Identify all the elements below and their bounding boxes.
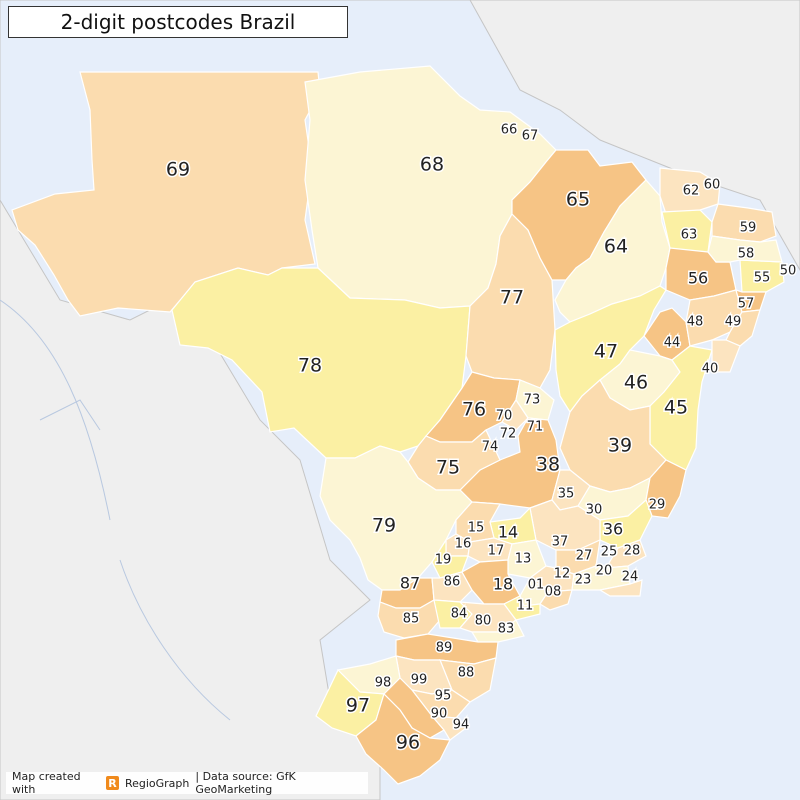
label-95: 95 (435, 689, 452, 704)
label-94: 94 (453, 718, 470, 733)
label-79: 79 (372, 515, 396, 537)
label-56: 56 (688, 269, 708, 288)
region-62[interactable] (659, 167, 721, 215)
label-99: 99 (411, 673, 428, 688)
label-20: 20 (596, 564, 613, 579)
region-20[interactable] (571, 565, 631, 591)
label-77: 77 (500, 287, 524, 309)
label-25: 25 (601, 545, 618, 560)
neighbor-land (0, 0, 800, 272)
label-28: 28 (624, 544, 641, 559)
label-80: 80 (475, 614, 492, 629)
label-66: 66 (501, 123, 518, 138)
label-68: 68 (420, 154, 444, 176)
label-12: 12 (554, 567, 571, 582)
credit-source: | Data source: GfK GeoMarketing (195, 770, 296, 796)
label-23: 23 (575, 573, 592, 588)
label-88: 88 (458, 666, 475, 681)
label-24: 24 (622, 570, 639, 585)
label-58: 58 (738, 247, 755, 262)
brazil-regions (11, 65, 785, 785)
label-76: 76 (462, 399, 486, 421)
map-credit: Map created with R RegioGraph | Data sou… (6, 770, 368, 796)
credit-brand: RegioGraph (124, 776, 190, 790)
label-36: 36 (603, 520, 623, 539)
label-87: 87 (400, 574, 420, 593)
label-59: 59 (740, 221, 757, 236)
label-90: 90 (431, 707, 448, 722)
label-60: 60 (704, 178, 721, 193)
region-94[interactable] (430, 715, 467, 741)
label-97: 97 (346, 695, 370, 717)
label-08: 08 (545, 585, 562, 600)
label-74: 74 (482, 440, 499, 455)
label-67: 67 (522, 129, 539, 144)
label-19: 19 (435, 553, 452, 568)
map-title: 2-digit postcodes Brazil (8, 6, 348, 38)
label-01: 01 (528, 578, 545, 593)
map-title-text: 2-digit postcodes Brazil (60, 10, 296, 34)
label-72: 72 (500, 427, 517, 442)
label-69: 69 (166, 159, 190, 181)
label-55: 55 (754, 271, 771, 286)
label-15: 15 (468, 521, 485, 536)
label-83: 83 (498, 622, 515, 637)
label-16: 16 (455, 537, 472, 552)
label-38: 38 (536, 454, 560, 476)
label-35: 35 (558, 487, 575, 502)
region-57[interactable] (735, 289, 767, 313)
label-48: 48 (687, 315, 704, 330)
region-96[interactable] (355, 692, 451, 785)
region-75[interactable] (407, 429, 501, 491)
label-50: 50 (780, 264, 797, 279)
label-64: 64 (604, 236, 628, 258)
label-13: 13 (515, 552, 532, 567)
label-40: 40 (702, 362, 719, 377)
label-84: 84 (451, 607, 468, 622)
label-78: 78 (298, 355, 322, 377)
label-85: 85 (403, 612, 420, 627)
label-37: 37 (552, 535, 569, 550)
region-08[interactable] (539, 589, 573, 611)
label-11: 11 (517, 599, 534, 614)
region-36[interactable] (599, 498, 653, 549)
label-47: 47 (594, 341, 618, 363)
region-37[interactable] (529, 499, 601, 551)
label-29: 29 (649, 498, 666, 513)
label-65: 65 (566, 189, 590, 211)
region-40[interactable] (711, 339, 741, 373)
label-45: 45 (664, 397, 688, 419)
label-18: 18 (493, 575, 513, 594)
label-98: 98 (375, 676, 392, 691)
label-63: 63 (681, 228, 698, 243)
region-labels: 69 68 78 77 65 64 79 76 75 39 47 38 45 4… (164, 121, 797, 755)
label-89: 89 (436, 641, 453, 656)
label-86: 86 (444, 575, 461, 590)
label-44: 44 (664, 336, 681, 351)
credit-prefix: Map created with (12, 770, 81, 796)
region-85[interactable] (377, 599, 441, 639)
label-46: 46 (624, 372, 648, 394)
neighbor-rivers (0, 299, 231, 721)
label-39: 39 (608, 435, 632, 457)
region-58[interactable] (707, 235, 783, 263)
label-14: 14 (498, 523, 518, 542)
region-24[interactable] (598, 579, 643, 597)
region-28[interactable] (604, 539, 647, 569)
label-96: 96 (396, 732, 420, 754)
regiograph-logo-icon: R (106, 776, 119, 790)
label-73: 73 (524, 393, 541, 408)
label-62: 62 (683, 184, 700, 199)
label-17: 17 (488, 544, 505, 559)
label-30: 30 (586, 503, 603, 518)
label-49: 49 (725, 315, 742, 330)
label-71: 71 (527, 420, 544, 435)
label-57: 57 (738, 297, 755, 312)
label-27: 27 (576, 549, 593, 564)
label-70: 70 (496, 409, 513, 424)
label-75: 75 (436, 457, 460, 479)
